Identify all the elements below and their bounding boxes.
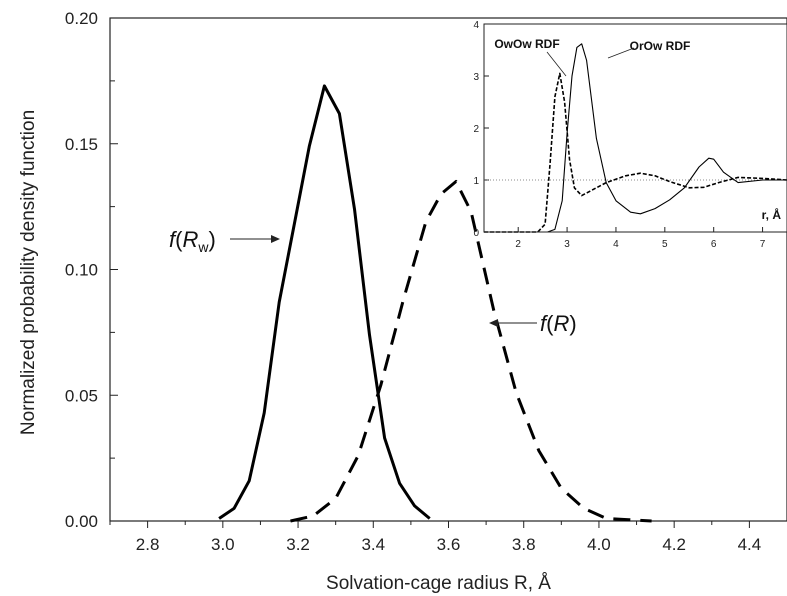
annotation-f-r-func: f: [540, 311, 549, 336]
annotation-f-rw: f(Rw): [169, 227, 280, 255]
x-tick-label: 3.0: [211, 535, 235, 554]
annotation-f-rw-open: (: [175, 227, 183, 252]
inset-x-tick-label: 2: [515, 239, 521, 250]
annotation-f-rw-label: f(Rw): [169, 227, 216, 255]
annotation-f-r-arrowhead: [489, 319, 498, 327]
x-axis-title: Solvation-cage radius R, Å: [326, 573, 551, 594]
y-axis-title: Normalized probability density function: [18, 110, 39, 435]
annotation-f-rw-func: f: [169, 227, 178, 252]
inset-label-orow-rdf: OrOw RDF: [630, 39, 691, 53]
x-tick-label: 3.6: [437, 535, 461, 554]
annotation-f-r-label: f(R): [540, 311, 577, 336]
main-plot: 2.8 3.0 3.2 3.4 3.6 3.8 4.0 4.2 4.4 0.00 0.05 0.10 0…: [18, 9, 787, 594]
inset-y-tick-label: 1: [473, 176, 479, 187]
inset-label-owow-rdf: OwOw RDF: [494, 37, 559, 51]
inset-series-orow-rdf: [484, 43, 787, 233]
inset-x-tick-label: 7: [760, 239, 766, 250]
inset-x-tick-label: 5: [662, 239, 668, 250]
x-tick-label: 3.4: [361, 535, 385, 554]
inset-x-tick-label: 6: [711, 239, 717, 250]
y-tick-label: 0.15: [65, 135, 98, 154]
x-tick-label: 3.8: [512, 535, 536, 554]
x-tick-label: 4.4: [738, 535, 762, 554]
annotation-f-r-open: (: [546, 311, 554, 336]
inset-x-tick-label: 4: [613, 239, 619, 250]
inset-x-axis-title: r, Å: [762, 207, 782, 222]
inset-arrow-owow: [546, 51, 567, 77]
main-axis-ticks: 2.8 3.0 3.2 3.4 3.6 3.8 4.0 4.2 4.4 0.00 0.05 0.10 0…: [65, 9, 761, 554]
annotation-f-r-close: ): [569, 311, 576, 336]
inset-y-tick-label: 3: [473, 72, 479, 83]
annotation-f-rw-arrowhead: [271, 235, 280, 243]
inset-background: [484, 24, 787, 232]
annotation-f-rw-close: ): [208, 227, 215, 252]
annotation-f-rw-var: R: [182, 227, 198, 252]
series-line-f-r: [290, 180, 652, 523]
inset-plot: 2 3 4 5 6 7 0 1 2 3 4 r, Å OwOw RDF OrOw RDF: [473, 20, 787, 250]
y-tick-label: 0.20: [65, 9, 98, 28]
x-tick-label: 4.2: [662, 535, 686, 554]
inset-y-tick-label: 4: [473, 20, 479, 31]
main-series-group: [218, 84, 652, 523]
inset-axis-ticks: 2 3 4 5 6 7 0 1 2 3 4: [473, 20, 765, 250]
y-tick-label: 0.10: [65, 261, 98, 280]
inset-frame: [483, 23, 787, 233]
series-line-f-rw: [218, 84, 431, 520]
inset-series-group: [484, 43, 787, 233]
x-tick-label: 4.0: [587, 535, 611, 554]
y-tick-label: 0.05: [65, 386, 98, 405]
x-tick-label: 3.2: [286, 535, 310, 554]
x-tick-label: 2.8: [136, 535, 160, 554]
annotation-f-r-var: R: [553, 311, 569, 336]
annotation-f-rw-sub: w: [197, 239, 209, 255]
inset-series-owow-rdf: [484, 72, 787, 233]
inset-arrow-orow: [607, 47, 635, 59]
inset-y-tick-label: 0: [473, 228, 479, 239]
inset-x-tick-label: 3: [564, 239, 570, 250]
inset-y-tick-label: 2: [473, 124, 479, 135]
annotation-f-r: f(R): [489, 311, 577, 336]
y-tick-label: 0.00: [65, 512, 98, 531]
